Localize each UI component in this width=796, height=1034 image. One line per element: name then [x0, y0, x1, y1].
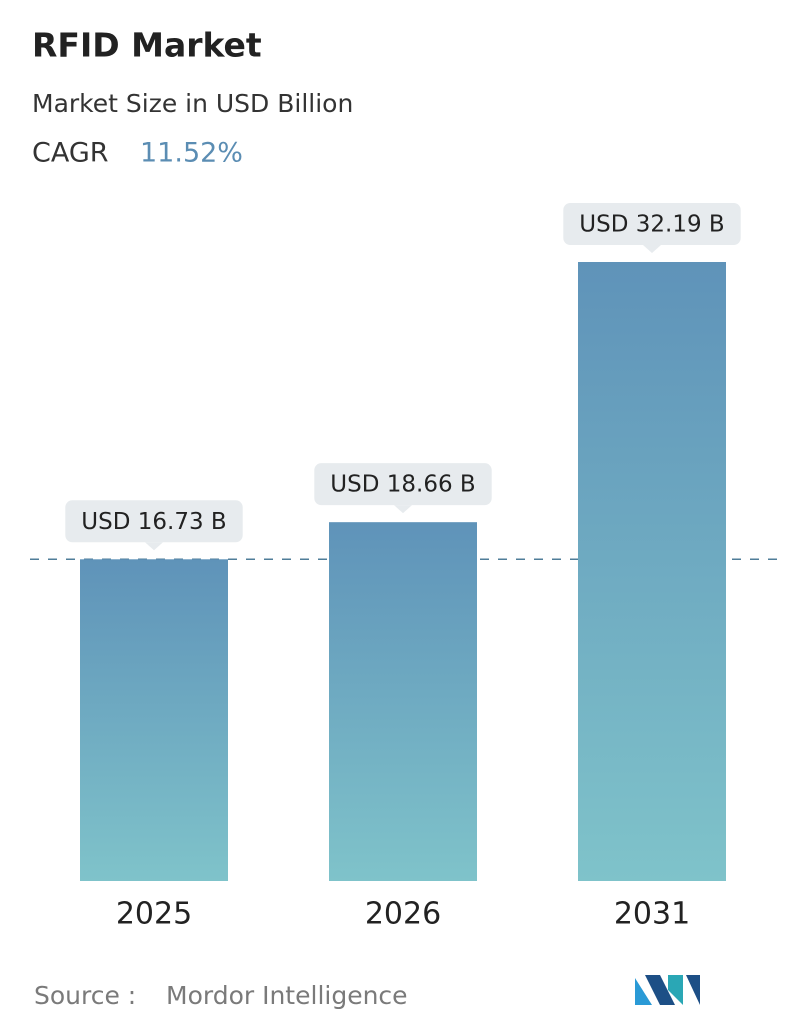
- x-tick-label: 2026: [365, 897, 441, 932]
- bar: [80, 559, 228, 881]
- x-tick-label: 2031: [614, 897, 690, 932]
- x-tick-label: 2025: [116, 897, 192, 932]
- value-label: USD 32.19 B: [579, 212, 724, 238]
- value-label-bg: [314, 463, 492, 506]
- cagr-label: CAGR: [32, 138, 109, 169]
- cagr-value: 11.52%: [140, 138, 243, 169]
- logo: [635, 975, 700, 1005]
- value-label-pointer: [394, 505, 412, 514]
- value-label-bg: [563, 203, 741, 245]
- chart-subtitle: Market Size in USD Billion: [32, 89, 353, 118]
- value-label-pointer: [145, 542, 163, 551]
- value-label: USD 18.66 B: [330, 472, 475, 498]
- bar: [578, 262, 726, 881]
- source: Mordor Intelligence: [166, 981, 408, 1010]
- chart-title: RFID Market: [32, 26, 262, 65]
- bar: [329, 522, 477, 881]
- value-label: USD 16.73 B: [81, 509, 226, 535]
- value-label-bg: [65, 500, 243, 543]
- value-label-pointer: [643, 245, 661, 253]
- source-label: Source :: [34, 981, 136, 1010]
